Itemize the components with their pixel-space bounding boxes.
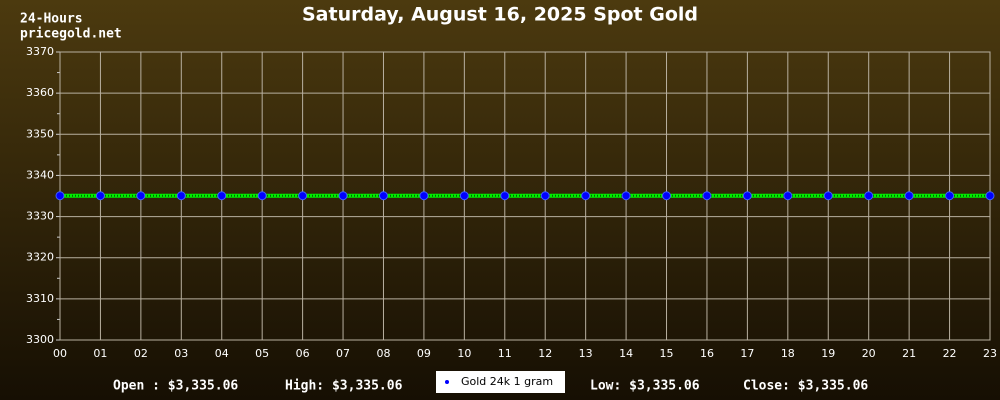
- data-point: [662, 191, 672, 201]
- x-tick-label: 02: [134, 347, 148, 360]
- data-point: [459, 191, 469, 201]
- data-point: [823, 191, 833, 201]
- footer-low: Low: $3,335.06: [590, 379, 700, 394]
- y-tick-label: 3300: [26, 333, 54, 346]
- x-tick-label: 00: [53, 347, 67, 360]
- x-tick-label: 16: [700, 347, 714, 360]
- x-tick-label: 09: [417, 347, 431, 360]
- legend-label: Gold 24k 1 gram: [461, 375, 553, 388]
- data-point: [581, 191, 591, 201]
- data-point: [702, 191, 712, 201]
- data-point: [378, 191, 388, 201]
- data-point: [742, 191, 752, 201]
- x-tick-label: 13: [579, 347, 593, 360]
- corner-label: pricegold.net: [20, 27, 122, 42]
- data-point: [55, 191, 65, 201]
- data-point: [985, 191, 995, 201]
- data-point: [95, 191, 105, 201]
- data-point: [298, 191, 308, 201]
- x-tick-label: 12: [538, 347, 552, 360]
- x-tick-label: 05: [255, 347, 269, 360]
- x-tick-label: 07: [336, 347, 350, 360]
- y-tick-label: 3340: [26, 168, 54, 181]
- x-tick-label: 18: [781, 347, 795, 360]
- footer-high: High: $3,335.06: [285, 379, 403, 394]
- y-tick-label: 3370: [26, 45, 54, 58]
- legend-marker: [445, 380, 449, 384]
- data-point: [904, 191, 914, 201]
- corner-label: 24-Hours: [20, 12, 83, 27]
- y-tick-label: 3350: [26, 127, 54, 140]
- x-tick-label: 15: [660, 347, 674, 360]
- footer-close: Close: $3,335.06: [743, 379, 868, 394]
- data-point: [500, 191, 510, 201]
- data-point: [864, 191, 874, 201]
- legend-box: [436, 371, 565, 393]
- x-tick-label: 23: [983, 347, 997, 360]
- x-tick-label: 20: [862, 347, 876, 360]
- data-point: [945, 191, 955, 201]
- data-point: [621, 191, 631, 201]
- data-point: [176, 191, 186, 201]
- plot-area: 3300 3310 3320 3330 3340 3350 3360 3370 00 01 02 03…: [26, 45, 997, 360]
- x-tick-label: 01: [93, 347, 107, 360]
- x-tick-label: 14: [619, 347, 633, 360]
- x-tick-label: 19: [821, 347, 835, 360]
- data-point: [257, 191, 267, 201]
- data-point: [338, 191, 348, 201]
- y-tick-label: 3310: [26, 292, 54, 305]
- x-tick-label: 22: [943, 347, 957, 360]
- x-tick-label: 11: [498, 347, 512, 360]
- y-tick-label: 3330: [26, 210, 54, 223]
- x-tick-label: 04: [215, 347, 229, 360]
- data-point: [783, 191, 793, 201]
- x-tick-label: 03: [174, 347, 188, 360]
- data-point: [540, 191, 550, 201]
- x-tick-label: 06: [296, 347, 310, 360]
- y-tick-label: 3360: [26, 86, 54, 99]
- footer-open: Open : $3,335.06: [113, 379, 238, 394]
- data-point: [136, 191, 146, 201]
- x-tick-label: 21: [902, 347, 916, 360]
- chart-title: Saturday, August 16, 2025 Spot Gold: [302, 4, 698, 26]
- data-point: [217, 191, 227, 201]
- x-tick-label: 17: [740, 347, 754, 360]
- data-point: [419, 191, 429, 201]
- y-tick-label: 3320: [26, 251, 54, 264]
- x-tick-label: 08: [376, 347, 390, 360]
- x-tick-label: 10: [457, 347, 471, 360]
